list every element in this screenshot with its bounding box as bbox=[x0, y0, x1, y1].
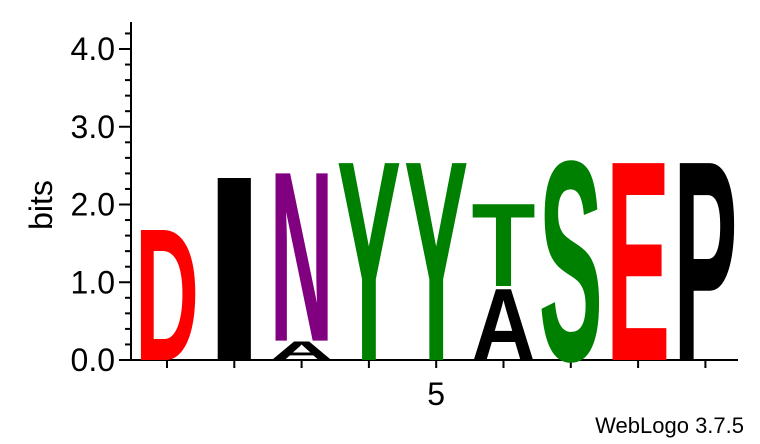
logo-letter-d: D bbox=[135, 190, 199, 401]
logo-letter-y: Y bbox=[404, 103, 468, 422]
logo-letter-n: N bbox=[270, 120, 334, 392]
logo-letter-e: E bbox=[606, 103, 670, 422]
logo-letter-y: Y bbox=[337, 103, 401, 422]
y-tick-label: 4.0 bbox=[71, 31, 115, 67]
logo-letter-a: A bbox=[270, 336, 334, 366]
logo-letter-p: P bbox=[673, 103, 737, 422]
axes: 0.0 1.0 2.0 3.0 4.0 5 bbox=[71, 22, 738, 412]
logo-letter-t: T bbox=[472, 179, 536, 312]
x-tick-label: 5 bbox=[427, 376, 445, 412]
logo-letter-i: I bbox=[202, 121, 266, 417]
logo-letter-a: A bbox=[472, 268, 536, 383]
y-tick-label: 3.0 bbox=[71, 109, 115, 145]
y-tick-label: 0.0 bbox=[71, 342, 115, 378]
y-tick-label: 1.0 bbox=[71, 264, 115, 300]
logo-letter-s: S bbox=[539, 103, 603, 422]
y-tick-label: 2.0 bbox=[71, 187, 115, 223]
weblogo-credit: WebLogo 3.7.5 bbox=[595, 413, 744, 438]
y-axis-label: bits bbox=[23, 180, 59, 230]
letter-stacks: D I AN Y Y AT S E P bbox=[135, 103, 737, 422]
